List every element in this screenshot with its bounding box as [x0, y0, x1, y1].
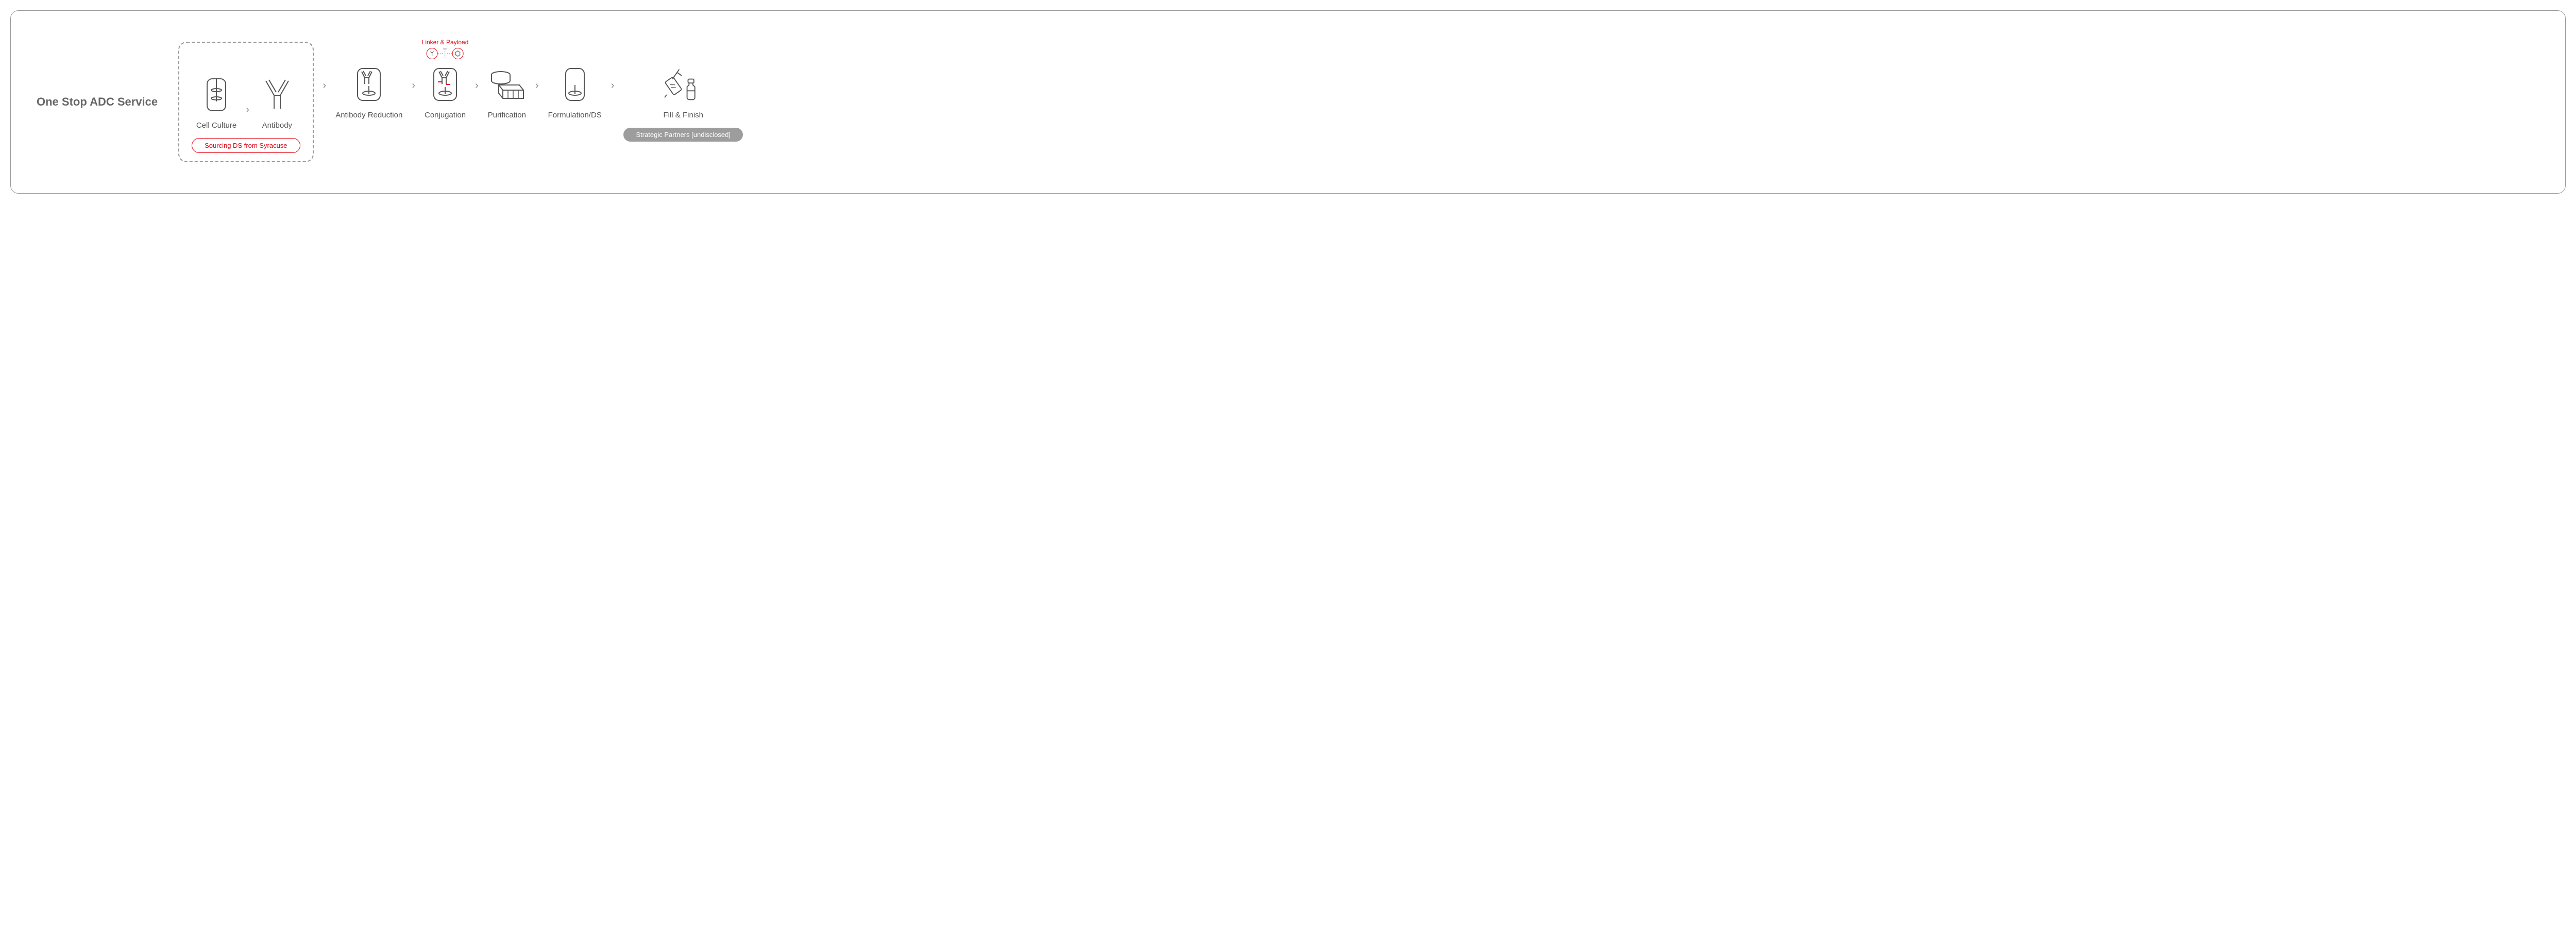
step-cell-culture: Cell Culture: [196, 52, 236, 130]
linker-icon: [427, 48, 438, 59]
step-label: Antibody: [262, 121, 292, 130]
step-label: Formulation/DS: [548, 111, 602, 119]
arrow-icon: ›: [412, 80, 415, 92]
step-formulation: Formulation/DS: [548, 42, 602, 119]
purification-icon: [488, 64, 526, 101]
bioreactor-icon: [198, 75, 235, 112]
arrow-icon: ›: [323, 80, 327, 92]
diagram-container: One Stop ADC Service Cell Culture: [10, 10, 2566, 194]
sourcing-pill: Sourcing DS from Syracuse: [192, 138, 300, 153]
arrow-icon: ›: [246, 104, 249, 116]
reduction-icon: [350, 64, 387, 101]
step-antibody: Antibody: [259, 52, 296, 130]
dashed-group-row: Cell Culture › Antibody: [196, 52, 296, 130]
step-label: Cell Culture: [196, 121, 236, 130]
step-conjugation: Linker & Payload: [425, 42, 466, 119]
payload-icon: [452, 48, 464, 59]
diagram-title: One Stop ADC Service: [37, 95, 158, 109]
step-label: Purification: [488, 111, 526, 119]
step-antibody-reduction: Antibody Reduction: [335, 42, 402, 119]
arrow-icon: ›: [611, 80, 615, 92]
annotation-icons: [427, 48, 464, 59]
step-label: Fill & Finish: [663, 111, 703, 119]
process-flow: Cell Culture › Antibody: [178, 42, 2539, 162]
connector-icon: [438, 48, 452, 59]
antibody-icon: [259, 75, 296, 112]
conjugation-icon: [427, 64, 464, 101]
fillfinish-icon: [665, 64, 702, 101]
arrow-icon: ›: [475, 80, 479, 92]
step-label: Antibody Reduction: [335, 111, 402, 119]
annotation-label: Linker & Payload: [422, 39, 469, 46]
dashed-group: Cell Culture › Antibody: [178, 42, 313, 162]
step-fill-finish: Fill & Finish Strategic Partners [undisc…: [623, 42, 743, 142]
arrow-icon: ›: [535, 80, 539, 92]
linker-payload-annotation: Linker & Payload: [422, 39, 469, 59]
partners-pill: Strategic Partners [undisclosed]: [623, 128, 743, 142]
step-label: Conjugation: [425, 111, 466, 119]
formulation-icon: [556, 64, 594, 101]
step-purification: Purification: [488, 42, 526, 119]
